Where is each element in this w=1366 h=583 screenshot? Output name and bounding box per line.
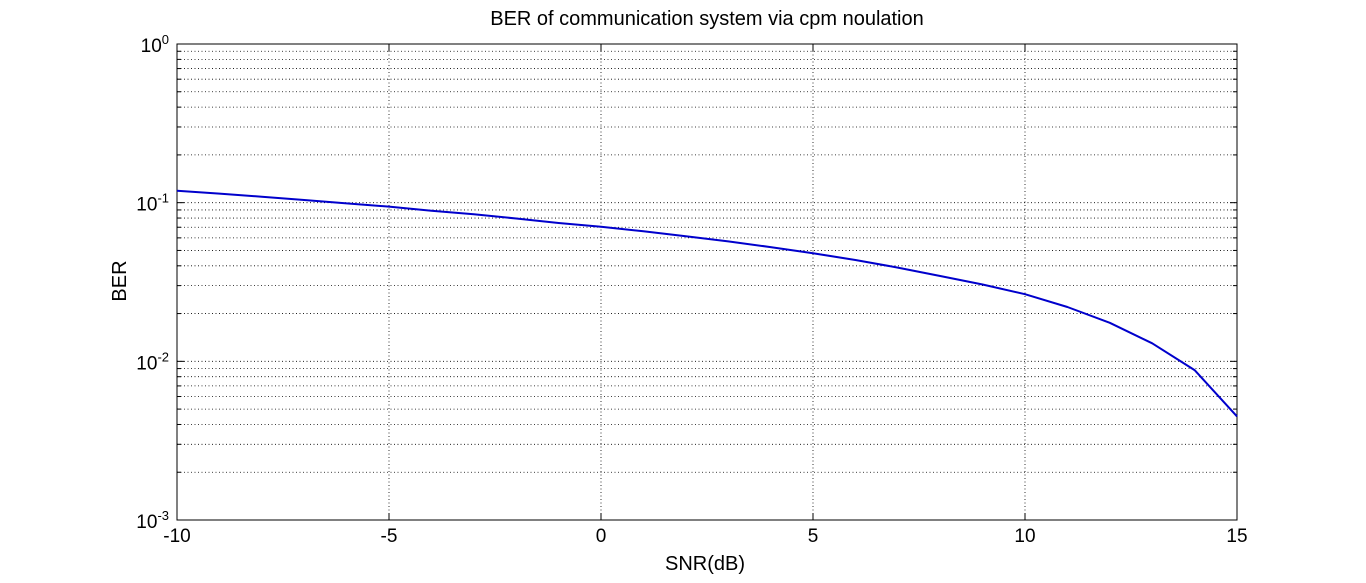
series-line-1	[176, 189, 1238, 418]
y-tick-label: 10-1	[136, 191, 169, 216]
x-axis-label: SNR(dB)	[665, 553, 745, 575]
x-tick-label: -5	[381, 526, 398, 547]
x-tick-label: 10	[1014, 526, 1035, 547]
y-tick-label: 10-2	[136, 349, 169, 374]
x-tick-labels: -10 -5 0 5 10 15	[163, 526, 1247, 547]
x-tick-label: 15	[1226, 526, 1247, 547]
y-tick-labels: 10-3 10-2 10-1 100	[136, 32, 169, 533]
plot-area	[176, 43, 1238, 521]
series-group	[176, 189, 1238, 418]
chart-title: BER of communication system via cpm noul…	[490, 8, 924, 30]
tick-marks	[176, 44, 1238, 521]
x-tick-label: -10	[163, 526, 190, 547]
y-tick-label: 10-3	[136, 508, 169, 533]
grid	[177, 44, 1237, 520]
y-axis-label: BER	[109, 260, 131, 301]
y-tick-label: 100	[141, 32, 169, 57]
x-tick-label: 0	[596, 526, 607, 547]
x-tick-label: 5	[808, 526, 819, 547]
